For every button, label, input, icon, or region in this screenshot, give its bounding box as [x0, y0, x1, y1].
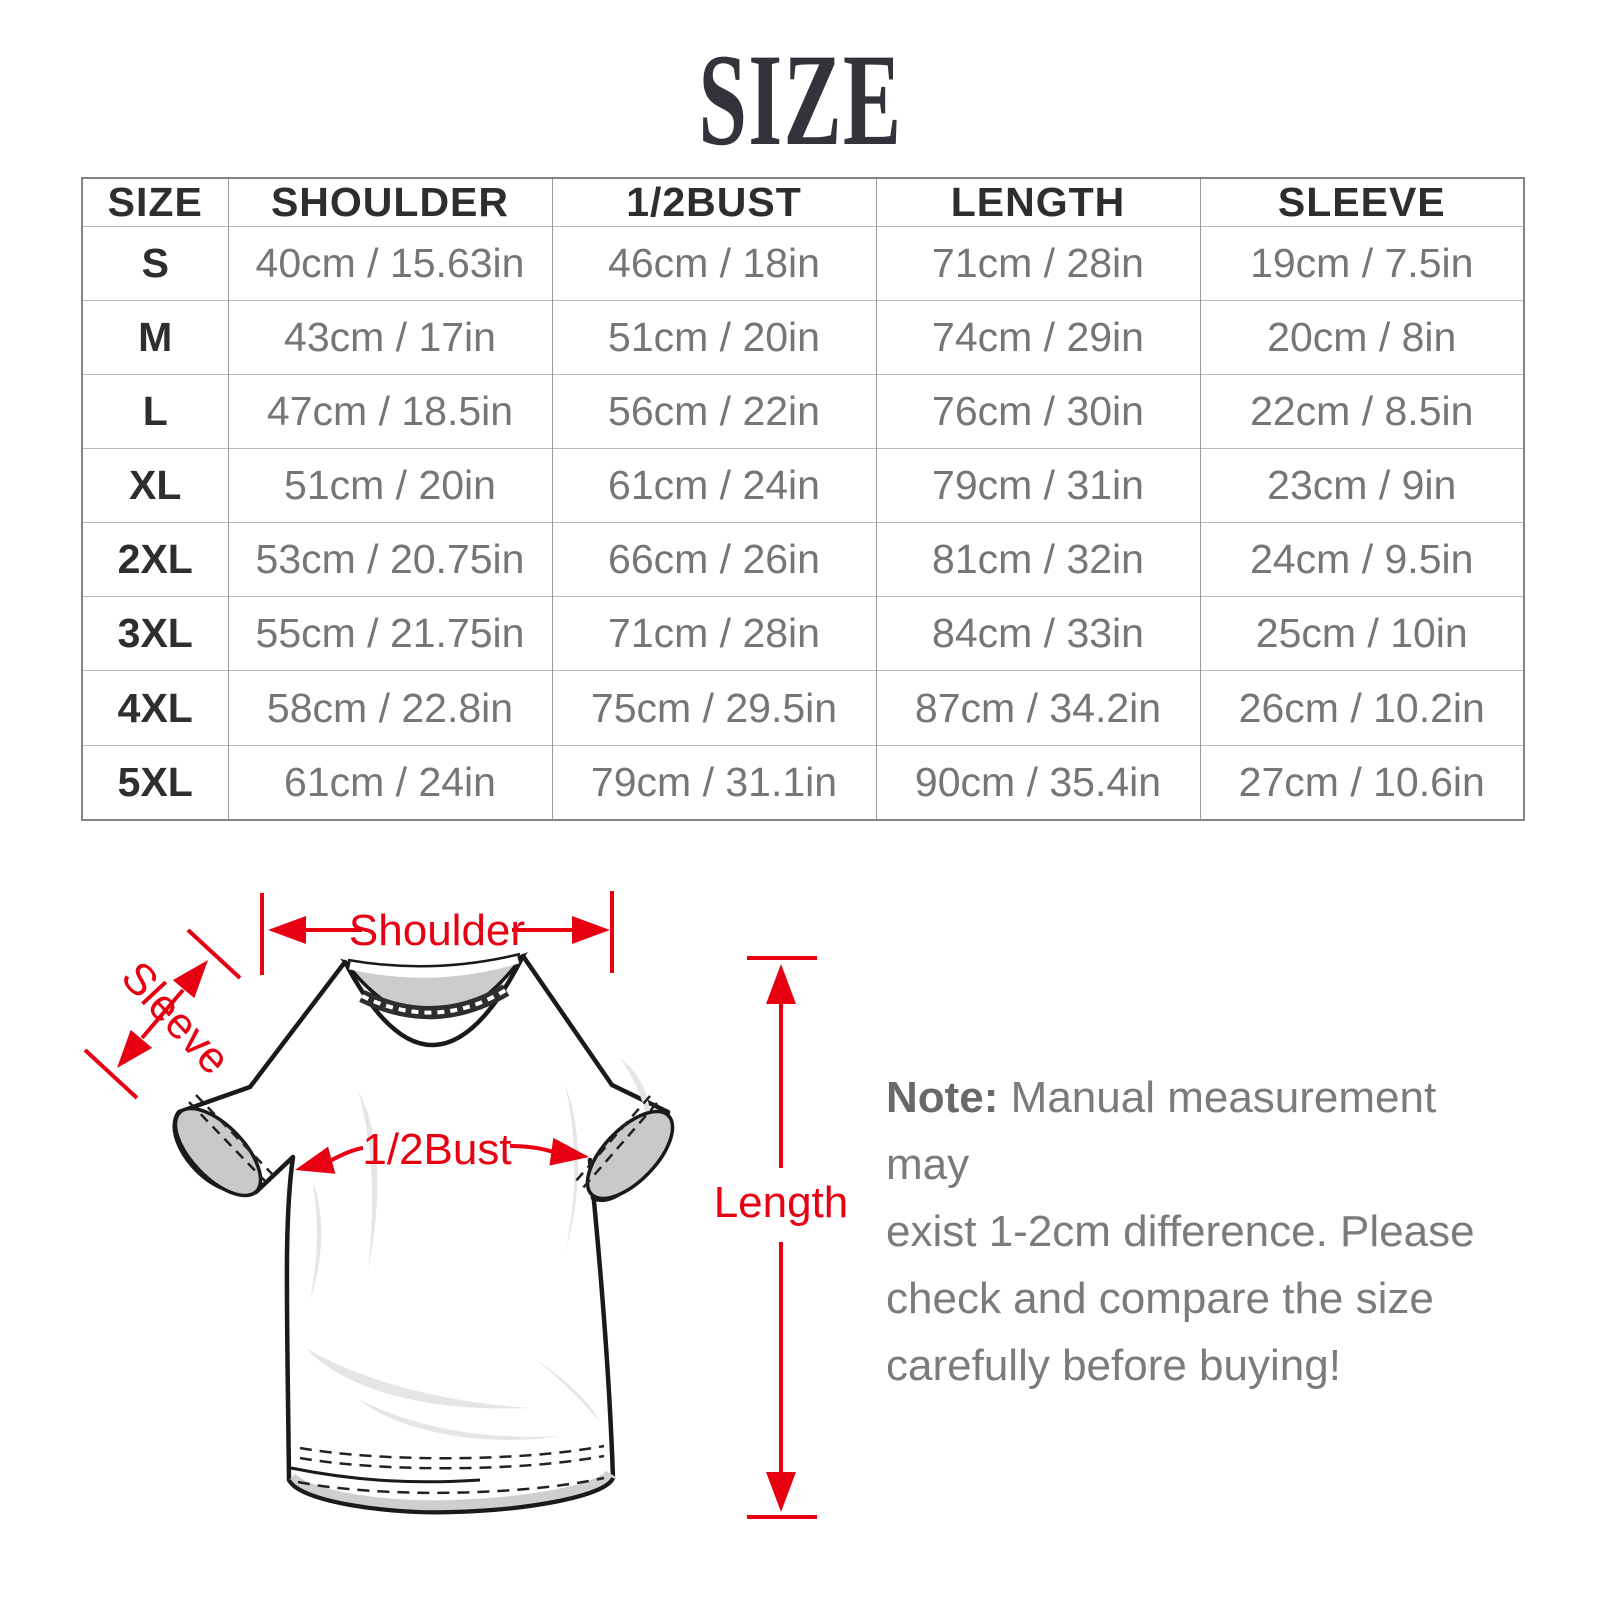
measurement-cell: 76cm / 30in	[875, 374, 1200, 449]
tshirt-illustration	[172, 952, 675, 1515]
size-cell: 5XL	[81, 744, 228, 820]
measurement-cell: 53cm / 20.75in	[227, 522, 552, 597]
measurement-cell: 23cm / 9in	[1199, 448, 1524, 523]
measurement-cell: 47cm / 18.5in	[227, 374, 552, 449]
column-header-shoulder: SHOULDER	[227, 177, 552, 227]
measurement-cell: 55cm / 21.75in	[227, 596, 552, 671]
size-cell: XL	[81, 448, 228, 523]
note-line: check and compare the size	[886, 1274, 1434, 1323]
measurement-cell: 90cm / 35.4in	[875, 744, 1200, 820]
note-line: Note: Manual measurement may	[886, 1073, 1437, 1189]
table-row-xl: XL 51cm / 20in 61cm / 24in 79cm / 31in 23cm …	[81, 448, 1524, 523]
length-label: Length	[714, 1178, 849, 1227]
measurement-cell: 19cm / 7.5in	[1199, 225, 1524, 301]
size-table: SIZE SHOULDER 1/2BUST LENGTH SLEEVE S 40cm / …	[81, 177, 1525, 821]
size-cell: S	[81, 225, 228, 301]
note-line: carefully before buying!	[886, 1341, 1341, 1390]
measurement-cell: 24cm / 9.5in	[1199, 522, 1524, 597]
size-table-body: S 40cm / 15.63in 46cm / 18in 71cm / 28in 19c…	[81, 225, 1524, 820]
size-cell: 2XL	[81, 522, 228, 597]
right-cuff	[574, 1095, 675, 1201]
note-label: Note:	[886, 1073, 999, 1122]
table-row-2xl: 2XL 53cm / 20.75in 66cm / 26in 81cm / 32in 2…	[81, 522, 1524, 597]
measurement-cell: 56cm / 22in	[551, 374, 876, 449]
column-header-sleeve: SLEEVE	[1199, 177, 1524, 227]
table-row-3xl: 3XL 55cm / 21.75in 71cm / 28in 84cm / 33in 2…	[81, 596, 1524, 671]
tshirt-body	[172, 953, 671, 1515]
measurement-cell: 79cm / 31.1in	[551, 744, 876, 820]
table-row-4xl: 4XL 58cm / 22.8in 75cm / 29.5in 87cm / 34.2…	[81, 670, 1524, 746]
measurement-cell: 58cm / 22.8in	[227, 670, 552, 746]
measurement-cell: 71cm / 28in	[551, 596, 876, 671]
measurement-cell: 81cm / 32in	[875, 522, 1200, 597]
column-header-length: LENGTH	[875, 177, 1200, 227]
column-header-size: SIZE	[81, 177, 228, 227]
measurement-cell: 51cm / 20in	[227, 448, 552, 523]
table-row-5xl: 5XL 61cm / 24in 79cm / 31.1in 90cm / 35.4in…	[81, 744, 1524, 820]
note-line: exist 1-2cm difference. Please	[886, 1207, 1475, 1256]
shoulder-label: Shoulder	[349, 906, 525, 955]
measurement-cell: 46cm / 18in	[551, 225, 876, 301]
table-row-l: L 47cm / 18.5in 56cm / 22in 76cm / 30in 22cm…	[81, 374, 1524, 449]
measurement-cell: 25cm / 10in	[1199, 596, 1524, 671]
column-header-1-2bust: 1/2BUST	[551, 177, 876, 227]
measurement-cell: 87cm / 34.2in	[875, 670, 1200, 746]
length-annotation: Length	[714, 956, 849, 1519]
measurement-cell: 71cm / 28in	[875, 225, 1200, 301]
page-title: SIZE	[698, 26, 902, 173]
measurement-cell: 61cm / 24in	[227, 744, 552, 820]
tshirt-measurement-diagram: Shoulder Sleeve 1/2Bust Lengt	[83, 891, 849, 1519]
table-row-s: S 40cm / 15.63in 46cm / 18in 71cm / 28in 19c…	[81, 225, 1524, 301]
measurement-cell: 75cm / 29.5in	[551, 670, 876, 746]
size-cell: 4XL	[81, 670, 228, 746]
size-cell: 3XL	[81, 596, 228, 671]
fabric-wrinkles	[306, 1058, 651, 1440]
measurement-cell: 22cm / 8.5in	[1199, 374, 1524, 449]
measurement-cell: 66cm / 26in	[551, 522, 876, 597]
measurement-cell: 26cm / 10.2in	[1199, 670, 1524, 746]
measurement-cell: 43cm / 17in	[227, 300, 552, 375]
measurement-cell: 74cm / 29in	[875, 300, 1200, 375]
sleeve-label: Sleeve	[112, 952, 240, 1084]
measurement-note: Note: Manual measurement may exist 1-2cm…	[886, 1064, 1526, 1399]
half-bust-label: 1/2Bust	[362, 1125, 511, 1174]
collar	[340, 952, 529, 1020]
table-row-m: M 43cm / 17in 51cm / 20in 74cm / 29in 20cm /…	[81, 300, 1524, 375]
shoulder-annotation: Shoulder	[260, 891, 614, 975]
left-cuff	[173, 1094, 274, 1198]
measurement-cell: 40cm / 15.63in	[227, 225, 552, 301]
size-cell: L	[81, 374, 228, 449]
size-table-header-row: SIZE SHOULDER 1/2BUST LENGTH SLEEVE	[81, 177, 1524, 227]
measurement-cell: 84cm / 33in	[875, 596, 1200, 671]
measurement-cell: 61cm / 24in	[551, 448, 876, 523]
page-title-wrap: SIZE	[0, 34, 1600, 166]
measurement-cell: 20cm / 8in	[1199, 300, 1524, 375]
hem	[286, 1444, 617, 1515]
half-bust-annotation: 1/2Bust	[295, 1125, 589, 1174]
size-cell: M	[81, 300, 228, 375]
measurement-cell: 51cm / 20in	[551, 300, 876, 375]
sleeve-annotation: Sleeve	[83, 928, 242, 1100]
measurement-cell: 79cm / 31in	[875, 448, 1200, 523]
measurement-cell: 27cm / 10.6in	[1199, 744, 1524, 820]
